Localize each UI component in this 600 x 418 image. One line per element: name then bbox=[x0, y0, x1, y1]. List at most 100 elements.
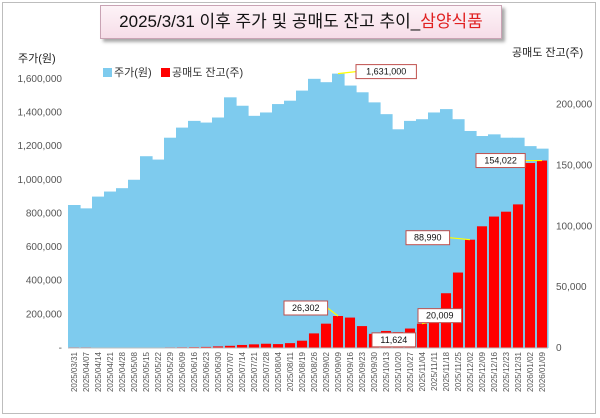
callout-box bbox=[355, 64, 417, 80]
price-bar bbox=[200, 122, 213, 349]
x-tick-label: 2025/04/07 bbox=[82, 351, 91, 392]
price-bar bbox=[320, 82, 333, 348]
price-bar bbox=[68, 205, 81, 348]
y-right-axis-title: 공매도 잔고(주) bbox=[512, 47, 584, 59]
short-balance-bar bbox=[212, 346, 224, 348]
x-tick-label: 2025/11/11 bbox=[430, 351, 439, 390]
price-bar bbox=[248, 115, 261, 348]
short-balance-bar bbox=[416, 323, 428, 348]
callout-box bbox=[283, 300, 329, 316]
x-tick-label: 2025/09/30 bbox=[370, 351, 379, 392]
short-balance-bar bbox=[500, 211, 512, 348]
x-tick-label: 2025/12/23 bbox=[502, 351, 511, 392]
price-bar bbox=[80, 208, 93, 348]
price-bar bbox=[128, 179, 141, 348]
y-left-tick-label: - bbox=[59, 343, 62, 354]
callout-box bbox=[371, 332, 417, 348]
callout-label: 20,009 bbox=[426, 311, 454, 321]
price-bar bbox=[308, 78, 321, 348]
short-balance-bar bbox=[344, 317, 356, 348]
short-balance-bar bbox=[428, 318, 440, 348]
x-tick-label: 2025/04/28 bbox=[118, 351, 127, 392]
x-tick-label: 2025/10/13 bbox=[382, 351, 391, 392]
chart-title-company: 삼양식품 bbox=[420, 12, 483, 31]
short-balance-bar bbox=[512, 204, 524, 348]
chart-title-main: 2025/3/31 이후 주가 및 공매도 잔고 추이_ bbox=[119, 12, 421, 31]
short-balance-bar bbox=[296, 340, 308, 348]
y-left-tick-label: 600,000 bbox=[26, 242, 63, 253]
short-balance-bar bbox=[272, 344, 284, 348]
x-tick-label: 2025/12/31 bbox=[514, 351, 523, 392]
price-bar bbox=[344, 85, 357, 348]
x-tick-label: 2025/06/09 bbox=[178, 351, 187, 392]
x-tick-label: 2025/06/30 bbox=[214, 351, 223, 392]
price-bar bbox=[260, 112, 273, 349]
legend-label-short: 공매도 잔고(주) bbox=[172, 66, 243, 79]
price-bar bbox=[164, 137, 177, 348]
price-bar bbox=[92, 196, 105, 348]
x-tick-label: 2025/03/31 bbox=[70, 351, 79, 392]
x-tick-label: 2026/01/09 bbox=[538, 351, 547, 392]
price-bar bbox=[284, 100, 297, 348]
y-right-tick-label: 0 bbox=[556, 343, 562, 354]
x-tick-label: 2025/08/19 bbox=[298, 351, 307, 392]
short-balance-bar bbox=[536, 160, 548, 348]
y-left-axis-title: 주가(원) bbox=[18, 53, 56, 65]
price-bar bbox=[236, 105, 249, 348]
price-bar bbox=[140, 156, 153, 348]
short-balance-bar bbox=[476, 226, 488, 348]
chart-frame bbox=[2, 2, 596, 414]
price-bar bbox=[212, 117, 225, 349]
price-bar bbox=[368, 102, 381, 349]
x-tick-label: 2025/05/08 bbox=[130, 351, 139, 392]
price-bar bbox=[152, 159, 165, 348]
y-right-tick-label: 150,000 bbox=[556, 160, 593, 171]
short-balance-bar bbox=[320, 323, 332, 348]
callout-label: 11,624 bbox=[380, 335, 407, 345]
callout-leader bbox=[449, 237, 471, 241]
callout-label: 26,302 bbox=[292, 303, 320, 313]
price-bar bbox=[116, 188, 129, 348]
price-bar bbox=[224, 97, 237, 349]
callout-label: 1,631,000 bbox=[366, 67, 406, 77]
legend-swatch-price bbox=[103, 68, 112, 77]
callout-leader bbox=[337, 71, 357, 75]
short-balance-bar bbox=[284, 343, 296, 348]
price-bar bbox=[392, 129, 405, 348]
y-left-tick-label: 1,000,000 bbox=[18, 175, 63, 186]
price-bar bbox=[440, 109, 453, 348]
short-balance-bar bbox=[524, 163, 536, 348]
short-balance-bar bbox=[464, 239, 476, 348]
price-bar bbox=[296, 90, 309, 348]
y-left-tick-label: 1,400,000 bbox=[18, 107, 63, 118]
y-right-tick-label: 50,000 bbox=[556, 282, 587, 293]
x-tick-label: 2025/11/25 bbox=[454, 351, 463, 391]
x-tick-label: 2025/11/04 bbox=[418, 351, 427, 391]
callout-leader bbox=[327, 307, 339, 317]
x-tick-label: 2025/05/22 bbox=[154, 351, 163, 392]
short-balance-bar bbox=[356, 326, 368, 348]
callout-label: 88,990 bbox=[414, 233, 442, 243]
y-left-tick-label: 400,000 bbox=[26, 276, 63, 287]
x-tick-label: 2025/05/29 bbox=[166, 351, 175, 392]
x-tick-label: 2025/10/20 bbox=[394, 351, 403, 392]
x-tick-label: 2025/12/09 bbox=[478, 351, 487, 392]
short-balance-bar bbox=[260, 343, 272, 348]
short-balance-bar bbox=[224, 345, 236, 348]
x-tick-label: 2025/12/02 bbox=[466, 351, 475, 392]
price-bar bbox=[380, 114, 393, 348]
x-tick-label: 2025/08/26 bbox=[310, 351, 319, 392]
x-tick-label: 2025/08/11 bbox=[286, 351, 295, 391]
price-bar bbox=[188, 120, 201, 348]
short-balance-bar bbox=[332, 315, 344, 348]
short-balance-bar bbox=[200, 346, 212, 348]
legend-swatch-short bbox=[161, 68, 170, 77]
x-tick-label: 2025/04/21 bbox=[106, 351, 115, 392]
x-tick-label: 2025/11/18 bbox=[442, 351, 451, 391]
x-tick-label: 2025/09/23 bbox=[358, 351, 367, 392]
chart-title: 2025/3/31 이후 주가 및 공매도 잔고 추이_삼양식품 bbox=[100, 5, 502, 39]
price-bar bbox=[332, 73, 345, 348]
y-right-tick-label: 100,000 bbox=[556, 221, 593, 232]
legend-label-price: 주가(원) bbox=[114, 66, 152, 79]
